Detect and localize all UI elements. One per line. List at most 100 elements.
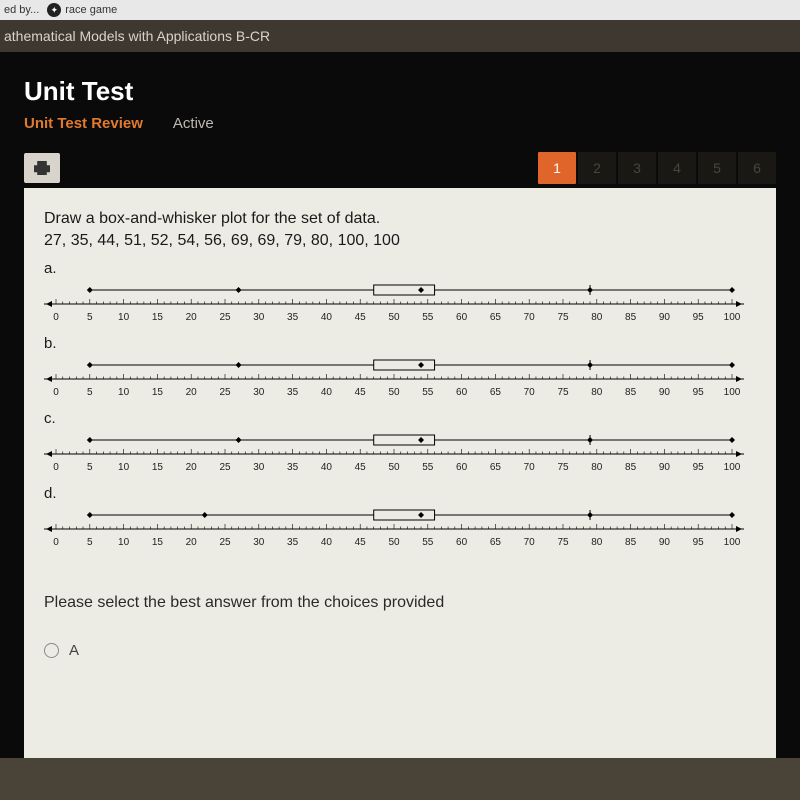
svg-text:100: 100 (724, 537, 741, 548)
svg-text:0: 0 (53, 537, 59, 548)
svg-text:95: 95 (693, 312, 705, 323)
option-b: b. 0510152025303540455055606570758085909… (44, 335, 756, 404)
svg-text:70: 70 (524, 462, 536, 473)
boxplot: 0510152025303540455055606570758085909510… (44, 278, 744, 324)
svg-text:90: 90 (659, 537, 671, 548)
svg-text:0: 0 (53, 312, 59, 323)
url-snippet: ed by... (4, 4, 39, 16)
answer-instruction: Please select the best answer from the c… (44, 594, 756, 612)
svg-text:55: 55 (422, 387, 434, 398)
svg-text:60: 60 (456, 387, 468, 398)
svg-text:95: 95 (693, 537, 705, 548)
svg-text:90: 90 (659, 312, 671, 323)
svg-text:40: 40 (321, 537, 333, 548)
svg-text:60: 60 (456, 312, 468, 323)
question-nav-1[interactable]: 1 (538, 152, 576, 184)
course-breadcrumb: athematical Models with Applications B-C… (0, 20, 800, 52)
svg-text:85: 85 (625, 462, 637, 473)
svg-text:80: 80 (591, 312, 603, 323)
svg-text:15: 15 (152, 537, 164, 548)
svg-text:45: 45 (355, 312, 367, 323)
svg-text:65: 65 (490, 387, 502, 398)
svg-text:100: 100 (724, 462, 741, 473)
option-label: d. (44, 485, 64, 502)
svg-text:60: 60 (456, 537, 468, 548)
svg-text:55: 55 (422, 537, 434, 548)
choice-label: A (69, 642, 79, 659)
svg-text:95: 95 (693, 462, 705, 473)
svg-text:5: 5 (87, 462, 93, 473)
globe-icon: ✦ (47, 3, 61, 17)
question-nav-5[interactable]: 5 (698, 152, 736, 184)
question-nav-2[interactable]: 2 (578, 152, 616, 184)
svg-text:50: 50 (388, 537, 400, 548)
svg-text:20: 20 (186, 312, 198, 323)
svg-text:55: 55 (422, 312, 434, 323)
svg-text:10: 10 (118, 537, 130, 548)
option-label: c. (44, 410, 64, 427)
svg-text:30: 30 (253, 462, 265, 473)
svg-text:40: 40 (321, 387, 333, 398)
page-title: Unit Test (24, 76, 776, 107)
question-nav-3[interactable]: 3 (618, 152, 656, 184)
boxplot: 0510152025303540455055606570758085909510… (44, 503, 744, 549)
answer-options: a. 0510152025303540455055606570758085909… (44, 260, 756, 554)
svg-text:85: 85 (625, 312, 637, 323)
svg-text:75: 75 (557, 462, 569, 473)
svg-text:10: 10 (118, 387, 130, 398)
svg-text:45: 45 (355, 462, 367, 473)
svg-text:30: 30 (253, 537, 265, 548)
svg-text:15: 15 (152, 387, 164, 398)
radio-icon (44, 643, 59, 658)
svg-text:0: 0 (53, 387, 59, 398)
svg-text:25: 25 (219, 462, 231, 473)
svg-text:40: 40 (321, 312, 333, 323)
question-panel: Draw a box-and-whisker plot for the set … (24, 188, 776, 758)
option-d: d. 0510152025303540455055606570758085909… (44, 485, 756, 554)
svg-text:75: 75 (557, 537, 569, 548)
main-content: Unit Test Unit Test Review Active 123456… (0, 52, 800, 758)
svg-text:85: 85 (625, 387, 637, 398)
svg-text:35: 35 (287, 387, 299, 398)
print-icon (34, 161, 50, 175)
svg-text:90: 90 (659, 462, 671, 473)
svg-text:30: 30 (253, 312, 265, 323)
option-a: a. 0510152025303540455055606570758085909… (44, 260, 756, 329)
svg-text:25: 25 (219, 387, 231, 398)
svg-text:10: 10 (118, 462, 130, 473)
tab-title: race game (65, 4, 117, 16)
svg-text:40: 40 (321, 462, 333, 473)
print-button[interactable] (24, 153, 60, 183)
svg-text:85: 85 (625, 537, 637, 548)
svg-text:75: 75 (557, 387, 569, 398)
browser-tab-bar: ed by... ✦ race game (0, 0, 800, 20)
svg-text:5: 5 (87, 537, 93, 548)
question-nav-6[interactable]: 6 (738, 152, 776, 184)
svg-text:65: 65 (490, 312, 502, 323)
svg-text:50: 50 (388, 462, 400, 473)
section-subtitle: Unit Test Review (24, 115, 143, 132)
svg-text:100: 100 (724, 312, 741, 323)
svg-text:30: 30 (253, 387, 265, 398)
svg-text:25: 25 (219, 537, 231, 548)
svg-text:70: 70 (524, 537, 536, 548)
svg-text:45: 45 (355, 537, 367, 548)
svg-text:55: 55 (422, 462, 434, 473)
svg-text:70: 70 (524, 312, 536, 323)
svg-text:25: 25 (219, 312, 231, 323)
svg-text:100: 100 (724, 387, 741, 398)
question-data: 27, 35, 44, 51, 52, 54, 56, 69, 69, 79, … (44, 232, 756, 250)
boxplot: 0510152025303540455055606570758085909510… (44, 353, 744, 399)
option-label: b. (44, 335, 64, 352)
svg-text:65: 65 (490, 537, 502, 548)
svg-text:80: 80 (591, 387, 603, 398)
svg-text:20: 20 (186, 387, 198, 398)
svg-text:65: 65 (490, 462, 502, 473)
svg-text:0: 0 (53, 462, 59, 473)
svg-text:5: 5 (87, 387, 93, 398)
svg-text:50: 50 (388, 312, 400, 323)
svg-text:95: 95 (693, 387, 705, 398)
question-nav-4[interactable]: 4 (658, 152, 696, 184)
choice-a[interactable]: A (44, 642, 756, 659)
svg-text:80: 80 (591, 537, 603, 548)
